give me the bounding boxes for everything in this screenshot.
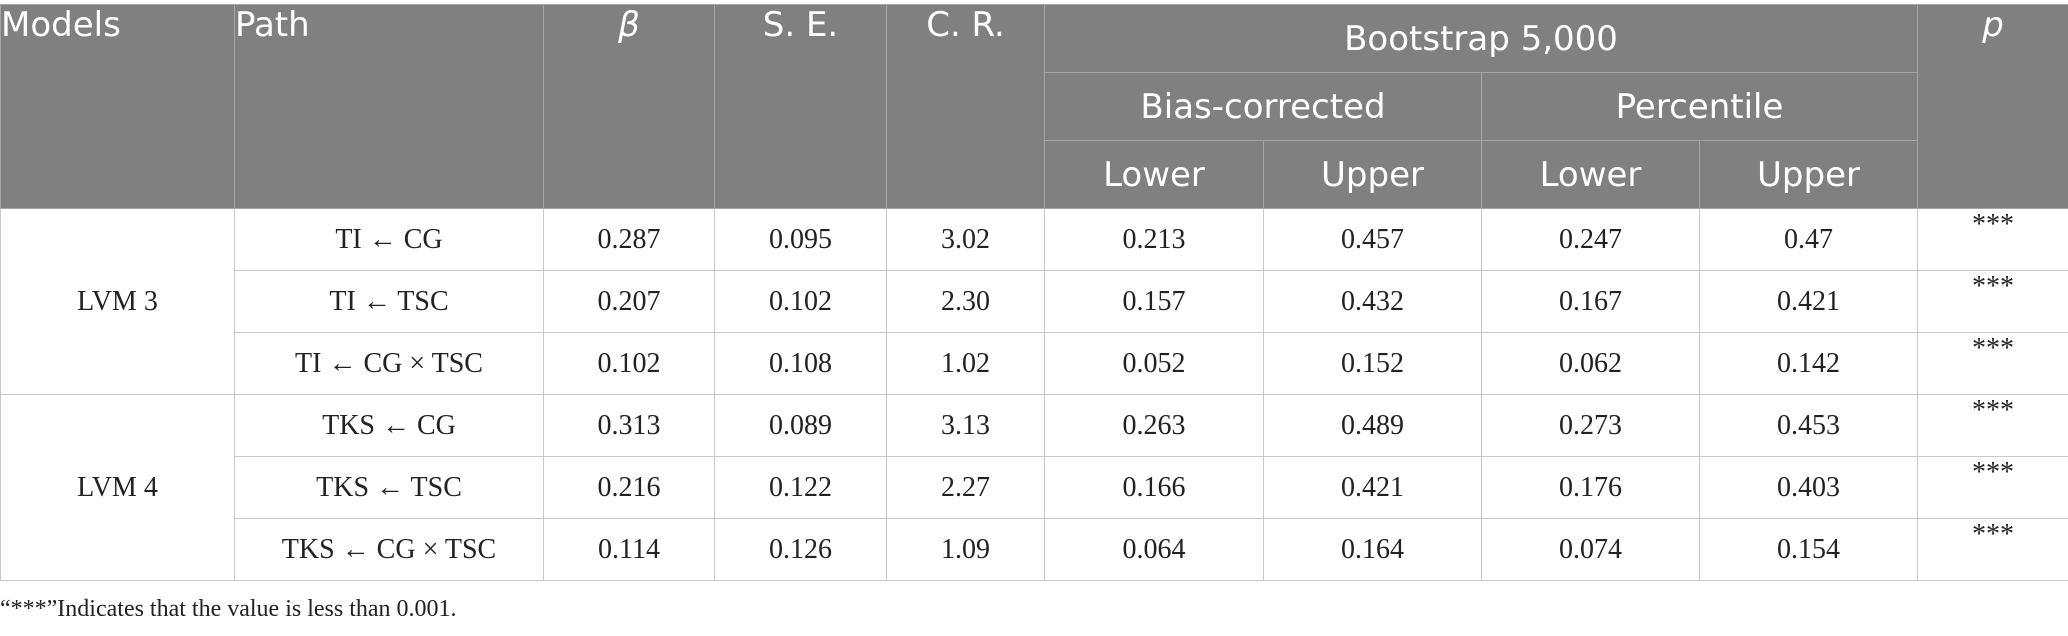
table-row: TKS ← TSC 0.216 0.122 2.27 0.166 0.421 0… bbox=[1, 456, 2068, 519]
beta-cell: 0.207 bbox=[543, 270, 715, 333]
se-cell: 0.095 bbox=[714, 208, 887, 271]
table-header: Models Path β S. E. C. R. Bootstrap 5,00… bbox=[0, 4, 2068, 209]
beta-cell: 0.102 bbox=[543, 332, 715, 395]
bc-lower-cell: 0.052 bbox=[1044, 332, 1264, 395]
table-row: TI ← TSC 0.207 0.102 2.30 0.157 0.432 0.… bbox=[1, 270, 2068, 333]
model-cell: LVM 4 bbox=[0, 394, 235, 581]
bias-corrected-header: Bias-corrected bbox=[1044, 72, 1482, 141]
se-cell: 0.102 bbox=[714, 270, 887, 333]
p-cell: *** bbox=[1917, 518, 2068, 581]
percentile-header: Percentile bbox=[1480, 72, 1919, 141]
pc-lower-cell: 0.167 bbox=[1481, 270, 1700, 333]
cr-cell: 3.13 bbox=[886, 394, 1045, 457]
bc-lower-cell: 0.157 bbox=[1044, 270, 1264, 333]
bc-lower-cell: 0.263 bbox=[1044, 394, 1264, 457]
p-cell: *** bbox=[1917, 208, 2068, 271]
pc-lower-cell: 0.176 bbox=[1481, 456, 1700, 519]
path-cell: TKS ← CG × TSC bbox=[234, 518, 544, 581]
table-body: LVM 3 TI ← CG 0.287 0.095 3.02 0.213 0.4… bbox=[0, 208, 2068, 581]
pc-upper-header: Upper bbox=[1698, 140, 1919, 209]
results-table: Models Path β S. E. C. R. Bootstrap 5,00… bbox=[0, 4, 2068, 581]
pc-upper-cell: 0.142 bbox=[1698, 332, 1919, 395]
cr-cell: 2.27 bbox=[886, 456, 1045, 519]
pc-upper-cell: 0.47 bbox=[1698, 208, 1919, 271]
path-cell: TI ← TSC bbox=[234, 270, 544, 333]
pc-upper-cell: 0.154 bbox=[1698, 518, 1919, 581]
se-cell: 0.122 bbox=[714, 456, 887, 519]
bc-lower-header: Lower bbox=[1044, 140, 1264, 209]
pc-lower-cell: 0.062 bbox=[1481, 332, 1700, 395]
p-header: p bbox=[1917, 4, 2068, 209]
models-header: Models bbox=[0, 4, 235, 209]
path-cell: TI ← CG bbox=[234, 208, 544, 271]
bc-lower-cell: 0.213 bbox=[1044, 208, 1264, 271]
beta-cell: 0.287 bbox=[543, 208, 715, 271]
pc-upper-cell: 0.453 bbox=[1698, 394, 1919, 457]
bc-upper-cell: 0.421 bbox=[1263, 456, 1482, 519]
bc-upper-cell: 0.432 bbox=[1263, 270, 1482, 333]
se-cell: 0.089 bbox=[714, 394, 887, 457]
pc-lower-cell: 0.273 bbox=[1481, 394, 1700, 457]
bc-upper-header: Upper bbox=[1263, 140, 1482, 209]
path-cell: TKS ← TSC bbox=[234, 456, 544, 519]
table-footnote: “***”Indicates that the value is less th… bbox=[0, 596, 457, 622]
model-cell: LVM 3 bbox=[0, 208, 235, 395]
table-row: LVM 3 TI ← CG 0.287 0.095 3.02 0.213 0.4… bbox=[0, 208, 2068, 395]
beta-cell: 0.114 bbox=[543, 518, 715, 581]
beta-cell: 0.313 bbox=[543, 394, 715, 457]
se-cell: 0.108 bbox=[714, 332, 887, 395]
bc-lower-cell: 0.064 bbox=[1044, 518, 1264, 581]
cr-cell: 2.30 bbox=[886, 270, 1045, 333]
pc-lower-cell: 0.074 bbox=[1481, 518, 1700, 581]
pc-lower-cell: 0.247 bbox=[1481, 208, 1700, 271]
p-cell: *** bbox=[1917, 456, 2068, 519]
beta-header: β bbox=[543, 4, 715, 209]
path-header: Path bbox=[234, 4, 544, 209]
cr-cell: 1.09 bbox=[886, 518, 1045, 581]
p-cell: *** bbox=[1917, 332, 2068, 395]
bc-upper-cell: 0.489 bbox=[1263, 394, 1482, 457]
cr-cell: 3.02 bbox=[886, 208, 1045, 271]
pc-upper-cell: 0.403 bbox=[1698, 456, 1919, 519]
table-row: LVM 4 TKS ← CG 0.313 0.089 3.13 0.263 0.… bbox=[0, 394, 2068, 581]
bc-upper-cell: 0.152 bbox=[1263, 332, 1482, 395]
se-cell: 0.126 bbox=[714, 518, 887, 581]
table-row: TKS ← CG × TSC 0.114 0.126 1.09 0.064 0.… bbox=[1, 518, 2068, 581]
table-row: TI ← CG × TSC 0.102 0.108 1.02 0.052 0.1… bbox=[1, 332, 2068, 395]
pc-lower-header: Lower bbox=[1481, 140, 1700, 209]
p-cell: *** bbox=[1917, 394, 2068, 457]
bootstrap-header: Bootstrap 5,000 bbox=[1043, 4, 1919, 73]
bc-upper-cell: 0.164 bbox=[1263, 518, 1482, 581]
path-cell: TI ← CG × TSC bbox=[234, 332, 544, 395]
path-cell: TKS ← CG bbox=[234, 394, 544, 457]
bc-lower-cell: 0.166 bbox=[1044, 456, 1264, 519]
cr-cell: 1.02 bbox=[886, 332, 1045, 395]
pc-upper-cell: 0.421 bbox=[1698, 270, 1919, 333]
bc-upper-cell: 0.457 bbox=[1263, 208, 1482, 271]
cr-header: C. R. bbox=[886, 4, 1045, 209]
se-header: S. E. bbox=[714, 4, 887, 209]
p-cell: *** bbox=[1917, 270, 2068, 333]
beta-cell: 0.216 bbox=[543, 456, 715, 519]
